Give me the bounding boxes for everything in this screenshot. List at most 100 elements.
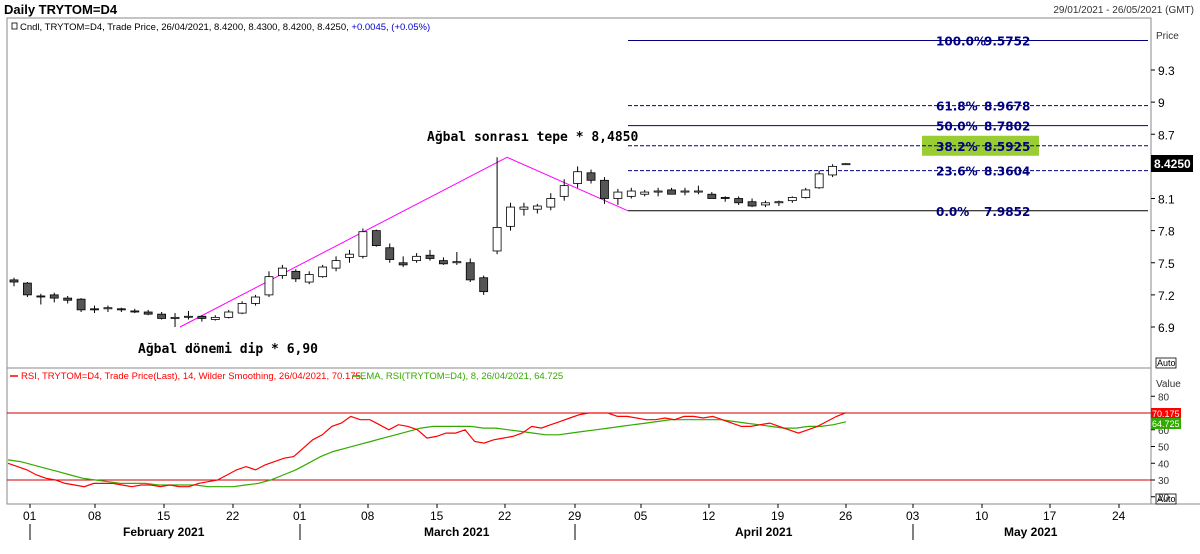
- date-tick-label: 17: [1043, 509, 1057, 523]
- date-tick-label: 03: [906, 509, 920, 523]
- rsi-line: [7, 412, 847, 488]
- rsi-tick-label: 50: [1158, 443, 1170, 454]
- candle-body: [626, 190, 636, 197]
- price-tick-label: 6.9: [1158, 321, 1175, 335]
- fib-percent-label: 61.8%: [936, 100, 978, 114]
- fib-percent-label: 23.6%: [936, 165, 978, 179]
- month-label: April 2021: [735, 525, 793, 539]
- candle-body: [63, 297, 73, 301]
- price-tick-label: 9.3: [1158, 64, 1175, 78]
- price-tick-label: 7.5: [1158, 257, 1175, 271]
- price-legend-change: +0.0045, (+0.05%): [351, 22, 430, 33]
- candle-body: [814, 173, 824, 189]
- rsi-auto-box[interactable]: [1155, 493, 1177, 505]
- candle-body: [318, 266, 328, 278]
- candle-body: [479, 277, 489, 293]
- price-tick-label: 8.1: [1158, 193, 1175, 207]
- price-auto-button[interactable]: Auto: [1155, 357, 1177, 369]
- rsi-legend-text: RSI, TRYTOM=D4, Trade Price(Last), 14, W…: [21, 371, 363, 382]
- candle-body: [747, 201, 757, 207]
- candle-body: [667, 189, 676, 195]
- candle-legend-icon: [11, 22, 18, 30]
- price-axis-title: Price: [1156, 31, 1179, 42]
- date-tick-label: 29: [568, 509, 582, 523]
- trough-annotation: Ağbal dönemi dip * 6,90: [138, 342, 318, 357]
- candle-body: [103, 307, 113, 310]
- candle-body: [425, 254, 435, 259]
- rsi-value-marker: 70.175: [1151, 408, 1181, 419]
- fib-value-label: 8.7802: [984, 120, 1030, 134]
- candle-body: [251, 296, 260, 304]
- rsi-value-label: 70.175: [1152, 409, 1180, 419]
- candle-body: [693, 190, 703, 193]
- fib-value-label: 9.5752: [984, 35, 1030, 49]
- ema-value-label: 64.725: [1152, 419, 1180, 429]
- candle-body: [707, 193, 717, 199]
- month-label: March 2021: [424, 525, 490, 539]
- candle-body: [452, 261, 462, 264]
- candle-body: [130, 310, 140, 313]
- fib-percent-label: 38.2%: [936, 140, 978, 154]
- date-tick-label: 08: [361, 509, 375, 523]
- fib-value-label: 8.9678: [984, 100, 1030, 114]
- candle-body: [49, 294, 59, 299]
- rsi-auto-label: Auto: [1157, 494, 1176, 504]
- chart-header: Daily TRYTOM=D4 29/01/2021 - 26/05/2021 …: [0, 0, 1200, 18]
- fib-highlight-box: [922, 135, 1039, 156]
- candle-body: [492, 227, 502, 252]
- rsi-tick-label: 20: [1158, 493, 1170, 504]
- rsi-tick-label: 30: [1158, 476, 1170, 487]
- date-tick-label: 22: [498, 509, 512, 523]
- rsi-auto-button[interactable]: Auto: [1155, 493, 1177, 505]
- candle-body: [331, 260, 341, 269]
- fib-percent-label: 100.0%: [936, 35, 986, 49]
- candle-body: [680, 190, 690, 193]
- price-tick-label: 7.2: [1158, 289, 1175, 303]
- last-price-box: [1151, 155, 1193, 172]
- candle-body: [345, 253, 354, 258]
- ema-value-box: [1151, 418, 1181, 429]
- price-legend-main: Cndl, TRYTOM=D4, Trade Price, 26/04/2021…: [20, 22, 351, 33]
- candle-body: [465, 262, 475, 281]
- price-tick-label: 8.7: [1158, 128, 1175, 142]
- candlestick-series: [9, 157, 851, 327]
- trend-line[interactable]: [179, 156, 629, 328]
- rsi-tick-label: 80: [1158, 392, 1170, 403]
- candle-body: [532, 205, 542, 210]
- candle-body: [210, 316, 220, 320]
- date-tick-label: 26: [839, 509, 853, 523]
- candle-body: [143, 311, 153, 315]
- rsi-legend: RSI, TRYTOM=D4, Trade Price(Last), 14, W…: [10, 371, 563, 382]
- month-label: February 2021: [123, 525, 205, 539]
- fib-value-label: 7.9852: [984, 205, 1030, 219]
- candle-body: [36, 295, 46, 298]
- rsi-value-box: [1151, 408, 1181, 419]
- candle-body: [90, 308, 99, 311]
- date-tick-label: 15: [157, 509, 171, 523]
- candle-body: [573, 171, 583, 184]
- candle-body: [653, 190, 663, 193]
- candle-body: [519, 206, 529, 210]
- rsi-tick-label: 40: [1158, 459, 1170, 470]
- candle-body: [224, 311, 234, 318]
- candle-body: [116, 308, 126, 311]
- price-legend: Cndl, TRYTOM=D4, Trade Price, 26/04/2021…: [11, 22, 430, 33]
- candle-body: [640, 191, 650, 195]
- date-tick-label: 05: [634, 509, 648, 523]
- date-tick-label: 01: [293, 509, 307, 523]
- candle-body: [761, 202, 770, 206]
- price-auto-label: Auto: [1157, 358, 1176, 368]
- date-tick-label: 10: [975, 509, 989, 523]
- candle-body: [774, 201, 784, 204]
- candle-body: [787, 197, 797, 202]
- date-tick-label: 19: [771, 509, 785, 523]
- fibonacci-retracement[interactable]: 100.0%9.5752 61.8% 8.9678 50.0% 8.7802 38.2% 8…: [628, 35, 1148, 219]
- candle-body: [304, 274, 314, 283]
- price-auto-box[interactable]: [1155, 357, 1177, 369]
- candle-body: [506, 206, 515, 227]
- candle-body: [828, 165, 837, 176]
- candle-body: [600, 179, 609, 199]
- candle-body: [291, 270, 301, 280]
- rsi-tick-label: 60: [1158, 426, 1170, 437]
